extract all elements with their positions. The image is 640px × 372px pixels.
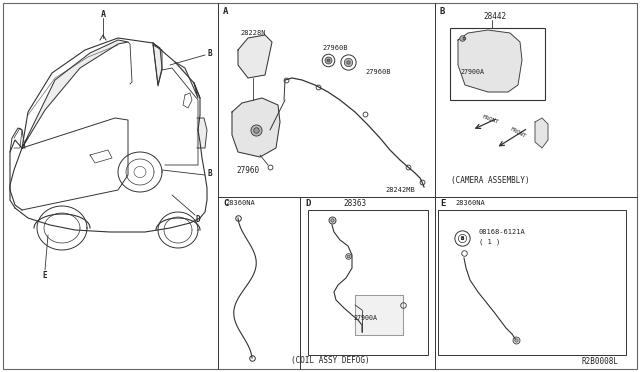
Polygon shape [232, 98, 280, 157]
Polygon shape [153, 45, 162, 86]
Text: FRONT: FRONT [509, 127, 527, 140]
Text: B: B [208, 169, 212, 177]
Text: B: B [440, 6, 445, 16]
Text: FRONT: FRONT [481, 115, 499, 125]
Text: B: B [208, 48, 212, 58]
Text: D: D [305, 199, 310, 208]
Polygon shape [458, 30, 522, 92]
Text: 28363: 28363 [344, 199, 367, 208]
Text: ( 1 ): ( 1 ) [479, 239, 500, 245]
Text: A: A [100, 10, 106, 19]
Text: 27960: 27960 [236, 166, 260, 174]
Polygon shape [197, 118, 207, 148]
Polygon shape [535, 118, 548, 148]
Bar [450, 28, 545, 100]
Text: B: B [460, 235, 463, 241]
Text: C: C [223, 199, 228, 208]
Text: 28360NA: 28360NA [455, 200, 485, 206]
Text: 27960B: 27960B [365, 69, 390, 75]
Bar [308, 210, 428, 355]
Text: 27900A: 27900A [460, 69, 484, 75]
Text: A: A [223, 6, 228, 16]
Text: E: E [440, 199, 445, 208]
Text: (CAMERA ASSEMBLY): (CAMERA ASSEMBLY) [451, 176, 529, 185]
Polygon shape [175, 62, 198, 98]
Text: D: D [196, 215, 200, 224]
Polygon shape [238, 35, 272, 78]
Text: 28228N: 28228N [240, 30, 266, 36]
Text: 27900A: 27900A [353, 315, 377, 321]
Text: 08168-6121A: 08168-6121A [479, 229, 525, 235]
Text: (COIL ASSY DEFOG): (COIL ASSY DEFOG) [291, 356, 369, 365]
Text: R2B0008L: R2B0008L [582, 357, 619, 366]
Bar [438, 210, 626, 355]
Text: 28242MB: 28242MB [385, 187, 415, 193]
Text: 28442: 28442 [483, 12, 507, 20]
Polygon shape [22, 40, 128, 148]
Bar [355, 295, 403, 335]
Text: E: E [43, 272, 47, 280]
Text: 28360NA: 28360NA [225, 200, 255, 206]
Text: 27960B: 27960B [323, 45, 348, 51]
Polygon shape [355, 295, 403, 335]
